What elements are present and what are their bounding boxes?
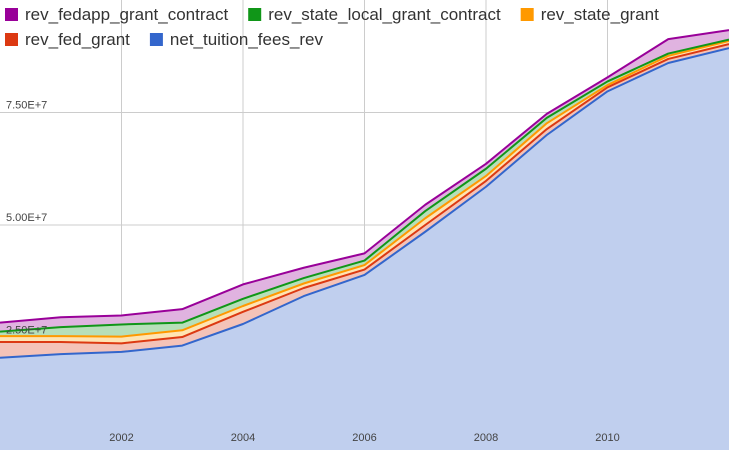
x-tick-label: 2004 (231, 432, 255, 444)
legend-item-rev_fed_grant[interactable]: rev_fed_grant (5, 30, 130, 49)
line-net_tuition_fees_rev (0, 47, 729, 359)
legend-label: rev_fed_grant (25, 30, 130, 49)
legend-item-rev_state_grant[interactable]: rev_state_grant (520, 5, 659, 24)
legend-item-rev_fedapp_grant_contract[interactable]: rev_fedapp_grant_contract (5, 5, 228, 24)
line-rev_fedapp_grant_contract (0, 29, 729, 324)
y-tick-label: 7.50E+7 (6, 100, 47, 112)
area-net_tuition_fees_rev (0, 48, 729, 450)
legend-swatch (5, 8, 18, 21)
y-tick-label: 5.00E+7 (6, 212, 47, 224)
axis-tick-labels: 2002 2004 2006 2008 2010 2.50E+7 5.00E+7 7.50E+… (6, 100, 620, 445)
legend-swatch (5, 33, 18, 46)
legend-label: rev_state_local_grant_contract (268, 5, 501, 24)
legend-label: rev_state_grant (541, 5, 659, 24)
x-tick-label: 2010 (595, 432, 619, 444)
line-rev_state_grant (0, 39, 729, 338)
legend-swatch (248, 8, 262, 21)
legend-swatch (520, 8, 534, 21)
line-rev_state_local_grant_contract (0, 38, 729, 333)
x-tick-label: 2008 (474, 432, 498, 444)
y-tick-label: 2.50E+7 (6, 325, 47, 337)
series-lines (0, 29, 729, 359)
legend: rev_fedapp_grant_contract rev_state_local… (5, 5, 659, 49)
legend-item-rev_state_local_grant_contract[interactable]: rev_state_local_grant_contract (248, 5, 501, 24)
legend-label: net_tuition_fees_rev (170, 30, 324, 49)
x-tick-label: 2006 (352, 432, 376, 444)
legend-label: rev_fedapp_grant_contract (25, 5, 228, 24)
line-rev_fed_grant (0, 43, 729, 345)
legend-swatch (149, 33, 163, 46)
area-series (0, 30, 729, 450)
legend-item-net_tuition_fees_rev[interactable]: net_tuition_fees_rev (149, 30, 324, 49)
x-tick-label: 2002 (109, 432, 133, 444)
